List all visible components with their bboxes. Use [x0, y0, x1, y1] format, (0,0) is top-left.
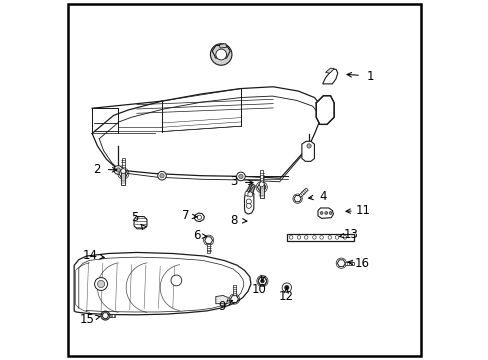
Circle shape — [282, 283, 291, 292]
Polygon shape — [233, 285, 235, 295]
Polygon shape — [345, 262, 353, 265]
Text: 6: 6 — [193, 229, 201, 242]
Polygon shape — [259, 181, 264, 187]
Polygon shape — [258, 278, 266, 285]
Polygon shape — [299, 188, 307, 197]
Circle shape — [210, 44, 231, 65]
Text: 11: 11 — [355, 204, 369, 217]
Polygon shape — [244, 191, 249, 196]
Polygon shape — [322, 69, 337, 84]
Polygon shape — [102, 313, 108, 318]
Polygon shape — [121, 168, 125, 174]
Circle shape — [304, 141, 313, 150]
Circle shape — [327, 235, 331, 239]
Text: 2: 2 — [93, 163, 101, 176]
Circle shape — [94, 278, 107, 291]
Polygon shape — [257, 184, 265, 191]
Polygon shape — [316, 96, 333, 125]
Text: 14: 14 — [82, 249, 98, 262]
Circle shape — [171, 275, 182, 286]
Circle shape — [320, 212, 323, 215]
Polygon shape — [317, 208, 333, 219]
Bar — [286, 234, 353, 241]
Circle shape — [236, 172, 244, 181]
Polygon shape — [134, 217, 147, 229]
Circle shape — [289, 235, 292, 239]
Text: 7: 7 — [181, 210, 189, 222]
Circle shape — [197, 215, 201, 220]
Circle shape — [312, 235, 316, 239]
Circle shape — [246, 199, 251, 204]
Polygon shape — [122, 158, 124, 169]
Circle shape — [116, 168, 120, 172]
Circle shape — [246, 203, 251, 208]
Polygon shape — [194, 213, 204, 222]
Polygon shape — [245, 183, 254, 194]
Circle shape — [284, 285, 288, 290]
Text: 10: 10 — [252, 283, 266, 296]
Circle shape — [304, 235, 307, 239]
Polygon shape — [215, 296, 228, 304]
Polygon shape — [260, 184, 263, 198]
Circle shape — [297, 235, 300, 239]
Polygon shape — [230, 296, 238, 302]
Polygon shape — [219, 44, 226, 48]
Circle shape — [258, 277, 266, 285]
Polygon shape — [74, 252, 250, 315]
Text: 3: 3 — [229, 175, 237, 188]
Polygon shape — [260, 170, 263, 183]
Text: 12: 12 — [278, 290, 293, 303]
Circle shape — [215, 49, 226, 60]
Polygon shape — [121, 171, 125, 185]
Text: 8: 8 — [229, 214, 237, 227]
Polygon shape — [244, 192, 253, 214]
Circle shape — [97, 280, 104, 288]
Polygon shape — [119, 170, 127, 177]
Text: 15: 15 — [80, 312, 95, 326]
Circle shape — [328, 212, 331, 215]
Text: 13: 13 — [343, 228, 358, 241]
Circle shape — [343, 235, 346, 239]
Polygon shape — [247, 192, 252, 197]
Circle shape — [306, 144, 310, 148]
Circle shape — [260, 279, 264, 283]
Polygon shape — [301, 141, 314, 161]
Circle shape — [335, 235, 338, 239]
Polygon shape — [293, 195, 301, 202]
Polygon shape — [337, 260, 345, 267]
Text: 9: 9 — [218, 300, 225, 313]
Polygon shape — [204, 237, 212, 244]
Polygon shape — [248, 184, 255, 195]
Polygon shape — [207, 244, 210, 253]
Text: 1: 1 — [366, 69, 373, 82]
Text: 16: 16 — [354, 257, 369, 270]
Circle shape — [319, 235, 323, 239]
Circle shape — [238, 174, 243, 179]
Text: 4: 4 — [319, 190, 326, 203]
Circle shape — [324, 212, 327, 215]
Circle shape — [160, 174, 164, 178]
Text: 5: 5 — [131, 211, 139, 224]
Circle shape — [114, 166, 122, 174]
Polygon shape — [108, 315, 115, 317]
Polygon shape — [325, 68, 333, 73]
Circle shape — [158, 171, 166, 180]
